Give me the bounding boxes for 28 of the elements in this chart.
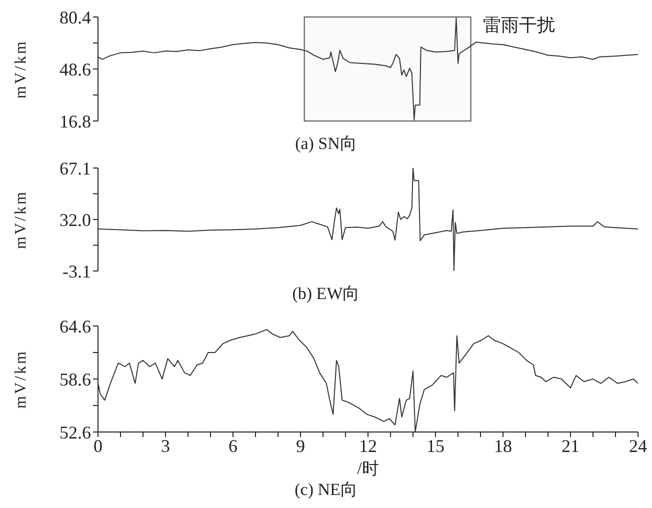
x-tick-label: 12 <box>359 436 377 456</box>
band-label: 雷雨干扰 <box>482 15 555 35</box>
y-axis-title: mV/km <box>12 350 30 408</box>
text: (c) NE向 <box>294 479 358 501</box>
x-tick-label: 18 <box>494 436 512 456</box>
y-tick-label: 48.6 <box>60 59 91 80</box>
y-tick-label: 64.6 <box>60 316 91 336</box>
y-tick-label: -3.1 <box>62 261 91 282</box>
x-tick-label: 0 <box>94 436 102 456</box>
line-series <box>98 17 638 120</box>
y-tick-label: 16.8 <box>60 111 91 132</box>
y-tick-label: 58.6 <box>60 369 91 390</box>
line-series <box>98 168 638 271</box>
x-axis-title: /时 <box>357 459 379 478</box>
x-tick-label: 3 <box>161 436 170 456</box>
x-tick-label: 15 <box>426 436 444 456</box>
x-tick-label: 24 <box>629 436 647 456</box>
text: (b) EW向 <box>291 283 361 305</box>
x-tick-label: 21 <box>562 436 580 456</box>
y-axis-title: mV/km <box>12 40 30 98</box>
y-tick-label: 67.1 <box>60 158 91 178</box>
y-tick-label: 80.4 <box>60 7 91 28</box>
y-axis-title: mV/km <box>12 190 30 249</box>
y-tick-label: 32.0 <box>60 210 91 230</box>
text: (a) SN向 <box>294 133 358 155</box>
x-tick-label: 6 <box>228 436 238 456</box>
x-tick-label: 9 <box>296 436 305 456</box>
y-tick-label: 52.6 <box>60 422 91 442</box>
